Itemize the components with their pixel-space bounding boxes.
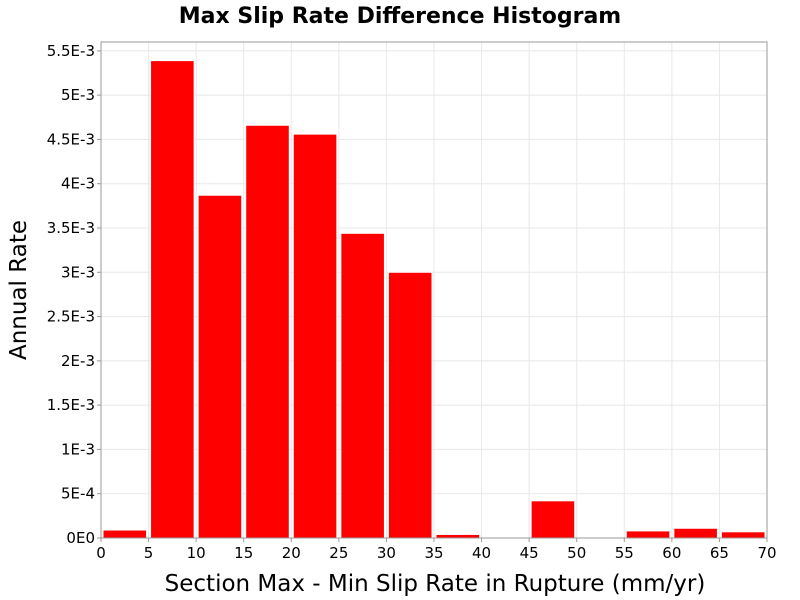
x-axis-label: Section Max - Min Slip Rate in Rupture (…: [165, 571, 706, 597]
y-tick-label: 1.5E-3: [47, 396, 95, 414]
y-tick-label: 5E-3: [61, 86, 95, 104]
x-tick-label: 0: [96, 544, 106, 562]
grid-lines: [100, 42, 768, 539]
y-tick-label: 3E-3: [61, 263, 95, 281]
histogram-bar: [673, 527, 718, 539]
x-tick-label: 40: [472, 544, 491, 562]
x-tick-label: 5: [144, 544, 154, 562]
histogram-bar: [102, 529, 148, 539]
y-tick-label: 4E-3: [61, 175, 95, 193]
y-axis-label: Annual Rate: [6, 220, 32, 360]
y-axis-ticks: 0E0 5E-4 1E-3 1.5E-3 2E-3 2.5E-3 3E-3 3.5E-3 4E-…: [47, 42, 101, 547]
chart-title: Max Slip Rate Difference Histogram: [179, 4, 621, 29]
histogram-bar: [197, 194, 243, 539]
histogram-bar: [150, 60, 195, 539]
x-tick-label: 15: [234, 544, 253, 562]
histogram-bar: [625, 530, 671, 539]
x-tick-label: 30: [377, 544, 396, 562]
y-tick-label: 1E-3: [61, 440, 95, 458]
x-tick-label: 45: [520, 544, 539, 562]
x-tick-label: 35: [424, 544, 443, 562]
y-tick-label: 0E0: [66, 529, 95, 547]
x-tick-label: 10: [187, 544, 206, 562]
histogram-bar: [720, 531, 766, 539]
histogram-bar: [292, 133, 338, 539]
y-tick-label: 5.5E-3: [47, 42, 95, 60]
y-tick-label: 2E-3: [61, 352, 95, 370]
histogram-bar: [530, 500, 576, 539]
y-tick-label: 5E-4: [61, 485, 95, 503]
x-axis-ticks: 0 5 10 15 20 25 30 35 40 45 50 55 60 65 70: [96, 538, 777, 562]
x-tick-label: 60: [662, 544, 681, 562]
histogram-bar: [387, 271, 433, 539]
x-tick-label: 55: [615, 544, 634, 562]
x-tick-label: 25: [329, 544, 348, 562]
x-tick-label: 70: [757, 544, 776, 562]
histogram-bar: [340, 232, 385, 539]
bars: [102, 60, 766, 539]
x-tick-label: 20: [282, 544, 301, 562]
x-tick-label: 50: [567, 544, 586, 562]
y-tick-label: 4.5E-3: [47, 130, 95, 148]
y-tick-label: 3.5E-3: [47, 219, 95, 237]
histogram-bar: [435, 533, 481, 539]
histogram-bar: [245, 124, 290, 539]
y-tick-label: 2.5E-3: [47, 308, 95, 326]
x-tick-label: 65: [710, 544, 729, 562]
